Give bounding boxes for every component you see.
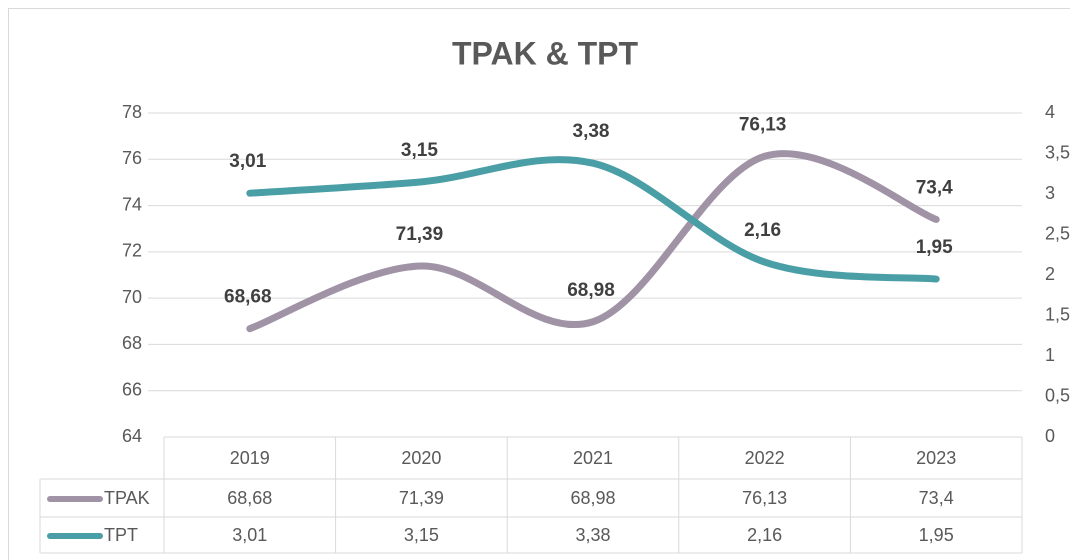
y2-tick-label: 2 <box>1045 264 1055 284</box>
data-label: 1,95 <box>916 237 953 258</box>
y2-tick-label: 2,5 <box>1045 223 1070 243</box>
legend-label: TPAK <box>104 488 150 508</box>
y2-tick-label: 1 <box>1045 345 1055 365</box>
data-label: 3,38 <box>573 121 610 142</box>
table-cell: 3,15 <box>404 525 439 545</box>
chart-frame <box>8 8 1070 560</box>
y2-tick-label: 1,5 <box>1045 304 1070 324</box>
series-line <box>246 150 940 333</box>
y-tick-label: 76 <box>122 148 142 168</box>
x-tick-label: 2022 <box>745 448 785 468</box>
x-tick-label: 2021 <box>573 448 613 468</box>
table-cell: 68,68 <box>227 488 272 508</box>
table-cell: 73,4 <box>919 488 954 508</box>
x-tick-label: 2020 <box>401 448 441 468</box>
data-label: 73,4 <box>916 177 953 198</box>
data-label: 3,01 <box>229 151 266 172</box>
data-label: 76,13 <box>739 114 787 135</box>
y2-tick-label: 3,5 <box>1045 142 1070 162</box>
table-cell: 1,95 <box>919 525 954 545</box>
data-label: 68,98 <box>567 280 615 301</box>
y-tick-label: 78 <box>122 102 142 122</box>
chart-title: TPAK & TPT <box>452 35 639 71</box>
y-tick-label: 70 <box>122 287 142 307</box>
data-label: 3,15 <box>401 140 438 161</box>
y-tick-label: 74 <box>122 194 142 214</box>
table-cell: 71,39 <box>399 488 444 508</box>
series-line <box>246 156 940 283</box>
y-tick-label: 72 <box>122 241 142 261</box>
y2-tick-label: 0,5 <box>1045 385 1070 405</box>
table-cell: 2,16 <box>747 525 782 545</box>
y-tick-label: 66 <box>122 379 142 399</box>
data-label: 71,39 <box>396 224 444 245</box>
y-tick-label: 64 <box>122 426 142 446</box>
table-cell: 3,01 <box>232 525 267 545</box>
y-tick-label: 68 <box>122 333 142 353</box>
table-cell: 76,13 <box>742 488 787 508</box>
legend-label: TPT <box>104 525 138 545</box>
x-tick-label: 2023 <box>916 448 956 468</box>
y2-tick-label: 0 <box>1045 426 1055 446</box>
data-label: 2,16 <box>744 220 781 241</box>
table-cell: 68,98 <box>570 488 615 508</box>
y2-tick-label: 3 <box>1045 183 1055 203</box>
data-label: 68,68 <box>224 287 272 308</box>
y2-tick-label: 4 <box>1045 102 1055 122</box>
x-tick-label: 2019 <box>230 448 270 468</box>
table-cell: 3,38 <box>575 525 610 545</box>
